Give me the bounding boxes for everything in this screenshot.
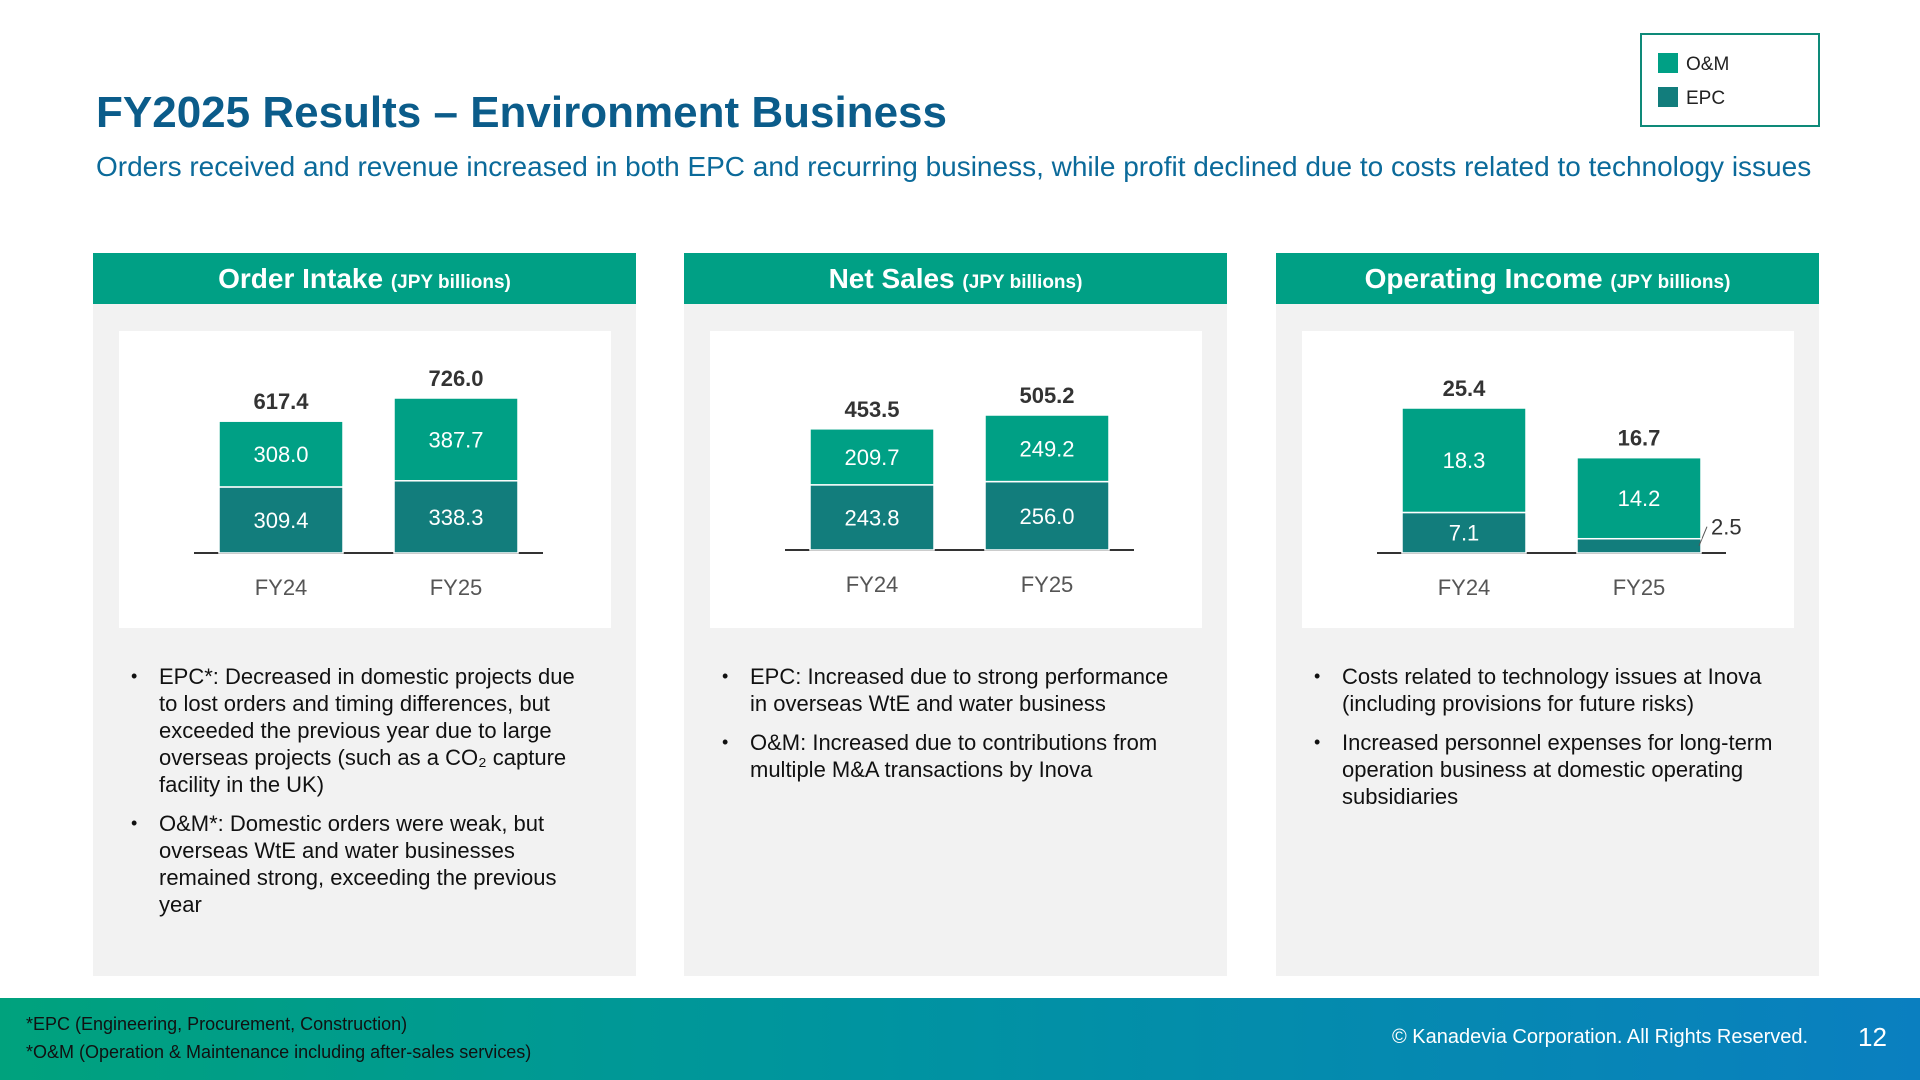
data-label-om: 387.7 (428, 427, 483, 452)
panel-title: Order Intake (218, 263, 384, 294)
bar-om (1401, 407, 1527, 514)
order-intake-chart: 309.4 308.0 617.4 FY24 338.3 387.7 726.0 FY25 (194, 366, 543, 600)
data-label-om: 18.3 (1443, 448, 1486, 473)
page-title: FY2025 Results – Environment Business (96, 88, 947, 137)
total-label: 25.4 (1443, 376, 1487, 401)
data-label-om: 14.2 (1618, 486, 1661, 511)
legend-label-epc: EPC (1686, 88, 1726, 109)
bar-epc (218, 486, 344, 554)
page-number: 12 (1858, 1022, 1887, 1052)
panel-title: Operating Income (1364, 263, 1603, 294)
panel-net-sales: Net Sales (JPY billions) 243.8 209.7 453.5… (684, 253, 1227, 976)
data-label-epc: 256.0 (1019, 504, 1074, 529)
bar-epc (984, 480, 1110, 551)
panel-order-intake: Order Intake (JPY billions) 309.4 308.0 61… (93, 253, 636, 976)
data-label-epc: 2.5 (1711, 515, 1742, 540)
data-label-epc: 309.4 (253, 508, 308, 533)
panel-header: Operating Income (JPY billions) (1276, 253, 1819, 304)
x-tick-label: FY24 (1438, 575, 1491, 600)
note-item: EPC*: Decreased in domestic projects due… (129, 663, 599, 798)
x-tick-label: FY25 (1613, 575, 1666, 600)
chart-area: 243.8 209.7 453.5 FY24 256.0 249.2 505.2 FY25 (710, 331, 1202, 628)
legend-label-om: O&M (1686, 54, 1730, 75)
footnote-om: *O&M (Operation & Maintenance including … (26, 1042, 532, 1062)
total-label: 505.2 (1019, 383, 1074, 408)
data-label-epc: 338.3 (428, 505, 483, 530)
data-label-epc: 243.8 (844, 505, 899, 530)
legend-swatch-epc (1658, 87, 1678, 107)
note-item: O&M*: Domestic orders were weak, but ove… (129, 810, 599, 918)
data-label-om: 209.7 (844, 445, 899, 470)
x-tick-label: FY24 (255, 575, 308, 600)
total-label: 16.7 (1618, 426, 1661, 451)
chart-area: 7.1 18.3 25.4 FY24 2.5 14.2 16.7 FY25 (1302, 331, 1794, 628)
notes-list: Costs related to technology issues at In… (1312, 663, 1782, 822)
legend-item-epc: EPC (1658, 87, 1725, 110)
footnote-epc: *EPC (Engineering, Procurement, Construc… (26, 1014, 408, 1034)
total-label: 453.5 (844, 397, 899, 422)
page-subtitle: Orders received and revenue increased in… (96, 151, 1812, 182)
copyright: © Kanadevia Corporation. All Rights Rese… (1392, 1026, 1809, 1048)
bar-epc (1401, 511, 1527, 554)
note-item: Increased personnel expenses for long-te… (1312, 729, 1782, 810)
bar-om (218, 420, 344, 488)
note-item: EPC: Increased due to strong performance… (720, 663, 1190, 717)
panel-header: Order Intake (JPY billions) (93, 253, 636, 304)
data-label-epc: 7.1 (1449, 521, 1480, 546)
operating-income-chart: 7.1 18.3 25.4 FY24 2.5 14.2 16.7 FY25 (1377, 376, 1742, 600)
bar-om (809, 428, 935, 486)
note-item: O&M: Increased due to contributions from… (720, 729, 1190, 783)
net-sales-chart: 243.8 209.7 453.5 FY24 256.0 249.2 505.2 FY25 (785, 383, 1134, 597)
panel-unit: (JPY billions) (390, 272, 511, 293)
x-tick-label: FY25 (430, 575, 483, 600)
total-label: 617.4 (253, 389, 309, 414)
legend-item-om: O&M (1658, 53, 1729, 76)
data-label-om: 249.2 (1019, 436, 1074, 461)
legend-swatch-om (1658, 53, 1678, 73)
bar-om (984, 414, 1110, 483)
chart-area: 309.4 308.0 617.4 FY24 338.3 387.7 726.0 FY25 (119, 331, 611, 628)
x-tick-label: FY24 (846, 572, 899, 597)
notes-list: EPC: Increased due to strong performance… (720, 663, 1190, 795)
total-label: 726.0 (428, 366, 483, 391)
bar-epc (1576, 537, 1702, 554)
chart-legend: O&M EPC (1640, 33, 1820, 127)
bar-epc (809, 484, 935, 551)
note-item: Costs related to technology issues at In… (1312, 663, 1782, 717)
leader-line (1698, 526, 1708, 547)
panel-unit: (JPY billions) (1610, 272, 1731, 293)
panel-operating-income: Operating Income (JPY billions) 7.1 18.3 2… (1276, 253, 1819, 976)
panel-title: Net Sales (828, 263, 955, 294)
footer-bar: *EPC (Engineering, Procurement, Construc… (0, 998, 1920, 1080)
bar-om (1576, 456, 1702, 540)
data-label-om: 308.0 (253, 442, 308, 467)
x-tick-label: FY25 (1021, 572, 1074, 597)
notes-list: EPC*: Decreased in domestic projects due… (129, 663, 599, 930)
panel-header: Net Sales (JPY billions) (684, 253, 1227, 304)
panel-unit: (JPY billions) (962, 272, 1083, 293)
bar-om (393, 397, 519, 482)
